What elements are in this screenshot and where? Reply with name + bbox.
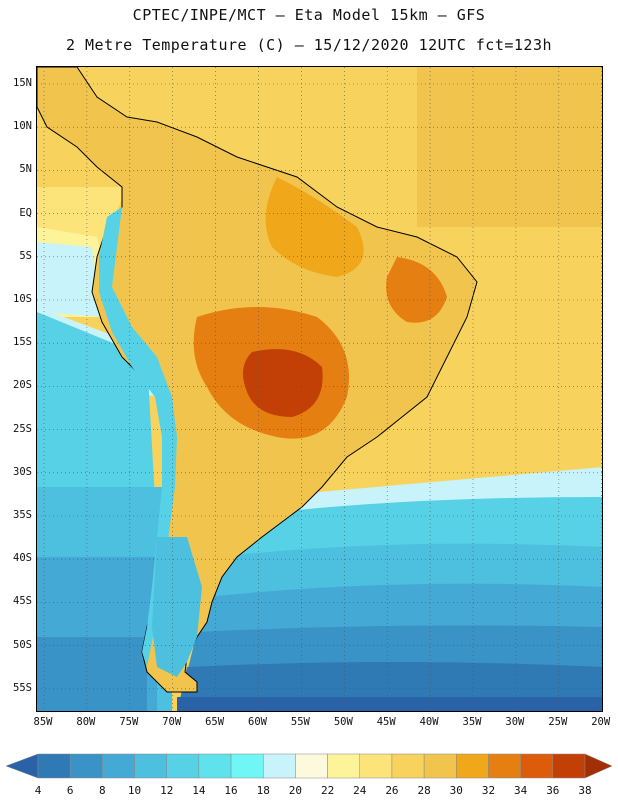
lat-label-55S: 55S <box>13 681 32 694</box>
lat-label-10S: 10S <box>13 293 32 305</box>
graticule <box>37 67 602 711</box>
colorbar-label-34: 34 <box>514 784 528 797</box>
colorbar-label-16: 16 <box>224 784 238 797</box>
colorbar-label-14: 14 <box>192 784 206 797</box>
southern-ocean-band <box>177 697 602 711</box>
lon-label-20W: 20W <box>591 716 611 728</box>
lon-label-45W: 45W <box>376 716 396 728</box>
colorbar-bin-10 <box>327 753 361 779</box>
lon-label-25W: 25W <box>548 716 568 728</box>
colorbar-label-38: 38 <box>578 784 592 797</box>
colorbar-label-8: 8 <box>99 784 106 797</box>
colorbar-label-20: 20 <box>288 784 303 797</box>
colorbar-label-22: 22 <box>320 784 335 797</box>
lon-label-60W: 60W <box>248 716 267 728</box>
temperature-map[interactable] <box>36 66 603 712</box>
lon-label-65W: 65W <box>205 716 225 728</box>
colorbar-label-10: 10 <box>127 784 142 797</box>
lat-label-15N: 15N <box>13 77 32 89</box>
lat-label-10N: 10N <box>13 120 32 133</box>
colorbar-label-6: 6 <box>66 784 74 797</box>
lon-label-80W: 80W <box>76 716 96 728</box>
colorbar-bin-8 <box>262 753 296 779</box>
lat-label-25S: 25S <box>13 422 32 435</box>
lat-label-15S: 15S <box>13 336 32 349</box>
colorbar-bin-16 <box>520 753 554 779</box>
colorbar-label-36: 36 <box>546 784 560 797</box>
lon-label-85W: 85W <box>33 716 53 728</box>
lat-label-20S: 20S <box>13 379 32 392</box>
lat-label-30S: 30S <box>13 465 32 478</box>
pacific-colder-band <box>37 637 147 711</box>
colorbar-bin-6 <box>198 753 232 779</box>
lon-label-70W: 70W <box>162 716 182 728</box>
colorbar-label-4: 4 <box>34 784 42 797</box>
colorbar-bin-1 <box>37 753 71 779</box>
lon-label-55W: 55W <box>290 716 310 728</box>
map-canvas <box>37 67 602 711</box>
pacific-pale-band <box>37 242 102 317</box>
colorbar-label-12: 12 <box>160 784 174 797</box>
colorbar-bin-13 <box>423 753 457 779</box>
colorbar-label-30: 30 <box>449 784 463 797</box>
map-title-line-1: CPTEC/INPE/MCT – Eta Model 15km – GFS <box>132 6 486 24</box>
colorbar-bin-4 <box>134 753 167 779</box>
colorbar-label-26: 26 <box>385 784 399 797</box>
colorbar-bin-15 <box>488 753 521 779</box>
northeast-hot-area <box>386 257 447 323</box>
lat-label-5S: 5S <box>19 249 32 262</box>
lat-label-50S: 50S <box>13 638 32 651</box>
lat-label-35S: 35S <box>13 509 32 521</box>
colorbar-label-24: 24 <box>353 784 367 797</box>
colorbar-label-32: 32 <box>481 784 496 797</box>
colorbar-bin-17 <box>552 753 586 779</box>
colorbar-bin-14 <box>456 753 489 779</box>
lon-label-50W: 50W <box>333 716 353 728</box>
colorbar-label-28: 28 <box>417 784 431 797</box>
colorbar-bin-2 <box>69 753 103 779</box>
map-title-line-2: 2 Metre Temperature (C) – 15/12/2020 12U… <box>65 36 553 54</box>
lat-label-45S: 45S <box>13 595 32 608</box>
colorbar-arrow-high <box>584 753 613 779</box>
lon-label-35W: 35W <box>462 716 482 728</box>
colorbar-bin-11 <box>359 753 393 779</box>
colorbar-bin-7 <box>230 753 264 779</box>
colorbar-bin-3 <box>102 753 135 779</box>
colorbar-bin-9 <box>295 753 328 779</box>
colorbar-bin-5 <box>166 753 200 779</box>
colorbar-label-18: 18 <box>256 784 270 797</box>
colorbar-bin-12 <box>391 753 425 779</box>
lon-label-30W: 30W <box>505 716 525 728</box>
lat-label-EQ: EQ <box>19 206 32 219</box>
amazon-warm-area <box>265 177 364 277</box>
colorbar-arrow-low <box>5 753 39 779</box>
ocean-atlantic-north <box>417 67 602 227</box>
patagonia-cool-area <box>152 537 202 677</box>
lon-label-75W: 75W <box>119 716 139 728</box>
hot-core-inner <box>243 349 323 417</box>
lat-label-40S: 40S <box>13 552 32 565</box>
lon-label-40W: 40W <box>419 716 439 728</box>
temperature-colorbar <box>5 753 613 779</box>
lat-label-5N: 5N <box>19 163 32 176</box>
